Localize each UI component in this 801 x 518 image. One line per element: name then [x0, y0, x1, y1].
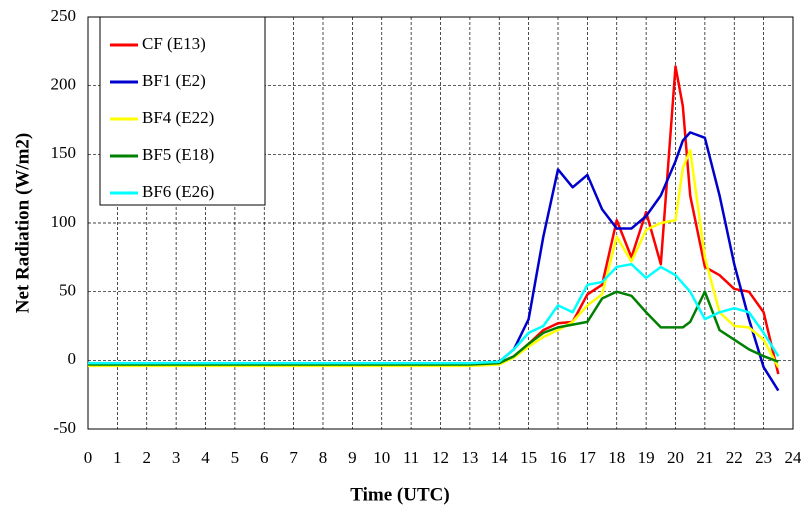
x-tick-label: 10 [373, 448, 390, 467]
y-axis-label: Net Radiation (W/m2) [12, 133, 33, 313]
x-tick-label: 15 [520, 448, 537, 467]
legend-label: BF5 (E18) [142, 145, 214, 164]
y-tick-label: 250 [51, 6, 77, 25]
x-tick-label: 1 [113, 448, 122, 467]
x-tick-label: 16 [550, 448, 567, 467]
x-tick-label: 17 [579, 448, 597, 467]
x-tick-label: 13 [461, 448, 478, 467]
x-tick-label: 4 [201, 448, 210, 467]
x-tick-label: 8 [319, 448, 328, 467]
x-tick-label: 19 [638, 448, 655, 467]
x-tick-label: 6 [260, 448, 269, 467]
x-tick-label: 18 [608, 448, 625, 467]
x-tick-label: 7 [289, 448, 298, 467]
y-tick-label: 200 [51, 75, 77, 94]
x-tick-label: 12 [432, 448, 449, 467]
x-tick-label: 11 [403, 448, 419, 467]
x-tick-label: 14 [491, 448, 509, 467]
x-tick-label: 2 [143, 448, 152, 467]
legend-label: BF4 (E22) [142, 108, 214, 127]
data-line [88, 292, 778, 365]
x-tick-label: 23 [755, 448, 772, 467]
x-tick-label: 21 [696, 448, 713, 467]
x-tick-label: 22 [726, 448, 743, 467]
y-tick-label: 50 [59, 281, 76, 300]
x-tick-label: 9 [348, 448, 357, 467]
y-tick-label: 100 [51, 212, 77, 231]
data-line [88, 264, 778, 363]
y-tick-label: 0 [68, 349, 77, 368]
x-tick-label: 0 [84, 448, 93, 467]
x-tick-label: 24 [785, 448, 801, 467]
x-tick-label: 5 [231, 448, 240, 467]
legend-label: BF6 (E26) [142, 182, 214, 201]
legend-label: CF (E13) [142, 34, 206, 53]
x-tick-label: 20 [667, 448, 684, 467]
x-axis-label: Time (UTC) [350, 484, 449, 505]
y-tick-label: 150 [51, 143, 77, 162]
y-tick-label: -50 [53, 418, 76, 437]
x-tick-label: 3 [172, 448, 181, 467]
legend-label: BF1 (E2) [142, 71, 206, 90]
